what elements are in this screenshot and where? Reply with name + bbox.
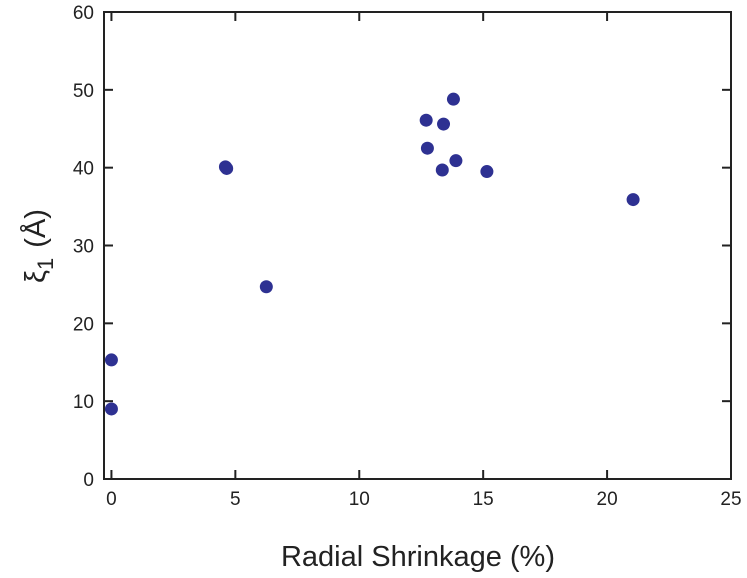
data-point	[449, 154, 463, 168]
data-point	[480, 165, 494, 179]
y-tick-label: 10	[73, 392, 94, 413]
y-axis: 0 10 20 30 40 50 60	[73, 3, 731, 491]
data-point	[626, 193, 640, 207]
y-tick-label: 30	[73, 237, 94, 258]
data-points	[104, 92, 640, 416]
x-tick-label: 15	[473, 489, 494, 510]
data-point	[435, 163, 449, 177]
data-point	[104, 402, 118, 416]
x-axis-title: Radial Shrinkage (%)	[281, 541, 555, 573]
y-axis-unit: (Å)	[19, 209, 52, 248]
x-tick-label: 0	[106, 489, 117, 510]
y-axis-symbol: ξ	[20, 270, 52, 283]
y-tick-label: 0	[83, 470, 94, 491]
data-point	[420, 141, 434, 155]
data-point	[220, 161, 234, 175]
plot-frame	[103, 11, 732, 480]
y-tick-label: 60	[73, 3, 94, 24]
data-point	[419, 113, 433, 127]
y-tick-label: 50	[73, 81, 94, 102]
x-tick-label: 10	[349, 489, 370, 510]
x-tick-label: 20	[597, 489, 618, 510]
data-point	[437, 117, 451, 131]
y-axis-title: ξ1 (Å)	[19, 209, 58, 283]
data-point	[446, 92, 460, 106]
y-axis-subscript: 1	[33, 258, 58, 270]
y-tick-label: 20	[73, 314, 94, 335]
data-point	[259, 280, 273, 294]
x-tick-label: 25	[720, 489, 741, 510]
data-point	[104, 353, 118, 367]
x-axis: 0 5 10 15 20 25	[106, 12, 742, 510]
y-tick-label: 40	[73, 159, 94, 180]
x-tick-label: 5	[230, 489, 241, 510]
